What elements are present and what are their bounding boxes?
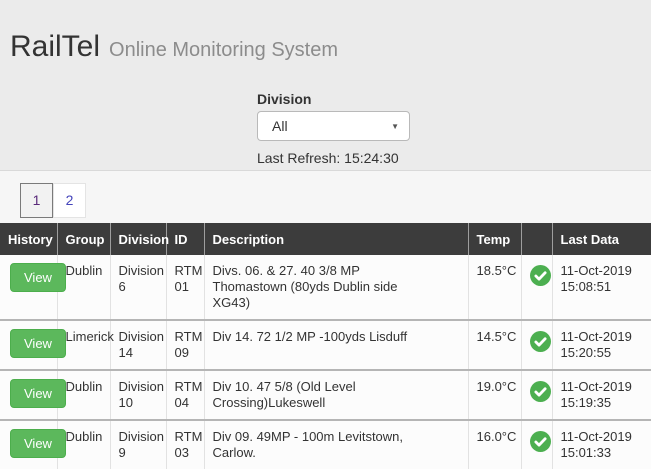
cell-division: Division 14 [110, 320, 167, 371]
view-button[interactable]: View [10, 379, 66, 408]
brand-title: RailTel [10, 30, 101, 63]
cell-status [521, 370, 553, 421]
division-select-value: All [272, 118, 288, 134]
division-select[interactable]: All ▼ [257, 111, 410, 141]
cell-history: View [0, 320, 66, 371]
description-text: Div 14. 72 1/2 MP -100yds Lisduff [212, 329, 408, 344]
cell-temp: 16.0°C [468, 420, 522, 469]
col-header-group: Group [57, 223, 111, 255]
cell-id: RTM 04 [166, 370, 205, 421]
cell-id: RTM 03 [166, 420, 205, 469]
last-refresh-text: Last Refresh: 15:24:30 [257, 150, 399, 166]
view-button[interactable]: View [10, 429, 66, 458]
cell-last-data: 11-Oct-2019 15:20:55 [552, 320, 651, 371]
cell-temp: 18.5°C [468, 255, 522, 321]
cell-description: Div 10. 47 5/8 (Old Level Crossing)Lukes… [204, 370, 469, 421]
cell-division: Division 6 [110, 255, 167, 321]
page-button-2[interactable]: 2 [53, 183, 86, 218]
col-header-division: Division [110, 223, 169, 255]
cell-division: Division 9 [110, 420, 167, 469]
cell-temp: 19.0°C [468, 370, 522, 421]
cell-group: Dublin [57, 370, 111, 421]
description-text: Divs. 06. & 27. 40 3/8 MP Thomastown (80… [212, 263, 398, 310]
app-subtitle: Online Monitoring System [109, 39, 339, 61]
app-header: RailTel Online Monitoring System [10, 30, 338, 64]
division-filter-label: Division [257, 91, 312, 107]
table-row: View Dublin Division 9 RTM 03 Div 09. 49… [0, 420, 651, 469]
table-header-row: History Group Division ID Description Te… [0, 223, 651, 255]
cell-temp: 14.5°C [468, 320, 522, 371]
monitoring-table: History Group Division ID Description Te… [0, 223, 651, 469]
status-ok-icon [529, 331, 551, 352]
cell-history: View [0, 370, 66, 421]
cell-description: Div 14. 72 1/2 MP -100yds Lisduff [204, 320, 469, 371]
description-text: Div 09. 49MP - 100m Levitstown, Carlow. [212, 429, 404, 460]
cell-last-data: 11-Oct-2019 15:19:35 [552, 370, 651, 421]
chevron-down-icon: ▼ [391, 121, 399, 131]
col-header-temp: Temp [468, 223, 522, 255]
col-header-last-data: Last Data [552, 223, 651, 255]
view-button[interactable]: View [10, 329, 66, 358]
description-text: Div 10. 47 5/8 (Old Level Crossing)Lukes… [212, 379, 356, 410]
status-ok-icon [529, 431, 551, 452]
cell-last-data: 11-Oct-2019 15:08:51 [552, 255, 651, 321]
cell-division: Division 10 [110, 370, 167, 421]
cell-id: RTM 01 [166, 255, 205, 321]
cell-id: RTM 09 [166, 320, 205, 371]
cell-last-data: 11-Oct-2019 15:01:33 [552, 420, 651, 469]
view-button[interactable]: View [10, 263, 66, 292]
col-header-history: History [0, 223, 58, 255]
table-row: View Dublin Division 10 RTM 04 Div 10. 4… [0, 370, 651, 421]
cell-status [521, 320, 553, 371]
col-header-status [521, 223, 553, 255]
cell-description: Div 09. 49MP - 100m Levitstown, Carlow. [204, 420, 469, 469]
col-header-id: ID [166, 223, 205, 255]
cell-status [521, 255, 553, 321]
cell-group: Dublin [57, 420, 111, 469]
cell-description: Divs. 06. & 27. 40 3/8 MP Thomastown (80… [204, 255, 469, 321]
page-button-1[interactable]: 1 [20, 183, 53, 218]
status-ok-icon [529, 381, 551, 402]
cell-history: View [0, 255, 66, 321]
table-row: View Dublin Division 6 RTM 01 Divs. 06. … [0, 255, 651, 321]
col-header-description: Description [204, 223, 469, 255]
cell-history: View [0, 420, 66, 469]
cell-status [521, 420, 553, 469]
table-row: View Limerick Division 14 RTM 09 Div 14.… [0, 320, 651, 371]
status-ok-icon [529, 265, 551, 286]
